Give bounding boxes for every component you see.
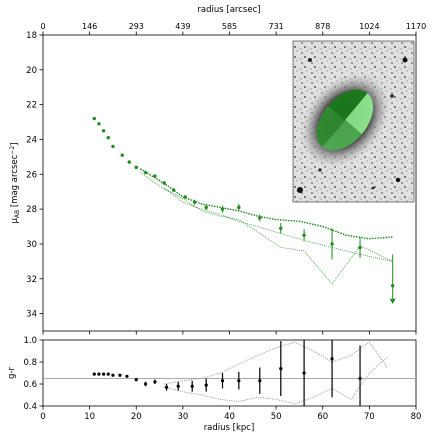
color-point <box>176 384 180 388</box>
surface-brightness-panel: 18 20 22 24 26 28 30 32 34 0 146 293 439 585 731 878 102… <box>9 5 426 335</box>
series-bound-lower <box>163 355 389 405</box>
profile-point <box>143 170 148 175</box>
top-x-tick-label: 585 <box>222 22 237 31</box>
top-axis-label: radius [arcsec] <box>197 5 260 15</box>
x-tick-label: 80 <box>411 412 422 422</box>
color-point <box>330 357 334 361</box>
y-tick-label: 24 <box>26 135 37 145</box>
x-tick-label: 60 <box>317 412 328 422</box>
profile-point <box>192 200 197 204</box>
surface-brightness-plot-area <box>92 116 396 305</box>
color-point <box>97 372 101 376</box>
profile-point <box>111 144 115 149</box>
profile-point <box>390 284 395 288</box>
x-tick-label: 50 <box>271 412 282 422</box>
top-x-tick-label: 878 <box>315 22 330 31</box>
color-point <box>302 371 306 375</box>
series-bound-outer <box>140 168 394 240</box>
y-tick-label: 26 <box>26 170 37 180</box>
color-point <box>258 379 262 383</box>
color-point <box>125 374 129 378</box>
y-tick-label: 0.4 <box>23 402 37 412</box>
color-point <box>134 378 138 382</box>
top-x-tick-label: 293 <box>129 22 144 31</box>
profile-point <box>97 122 101 126</box>
y-tick-label: 28 <box>26 205 37 215</box>
y-tick-label: 30 <box>26 240 37 250</box>
y-tick-label: 0.6 <box>23 380 37 390</box>
profile-point <box>183 195 187 199</box>
profile-point <box>162 181 166 185</box>
upper-limit-arrow <box>389 298 396 305</box>
y-tick-label: 18 <box>26 31 37 41</box>
surface-brightness-axes: 18 20 22 24 26 28 30 32 34 0 146 293 439 585 731 878 102… <box>26 22 426 335</box>
color-profile-panel: 0.4 0.6 0.8 1.0 0 10 20 30 40 50 60 70 80 radius [kp… <box>7 336 421 433</box>
y-tick-label: 0.8 <box>23 358 37 368</box>
galaxy-inset-image <box>292 40 415 203</box>
top-x-tick-label: 0 <box>40 22 45 31</box>
profile-point <box>279 226 283 230</box>
x-tick-label: 70 <box>364 412 375 422</box>
profile-point <box>302 233 306 237</box>
profile-point <box>120 153 124 157</box>
profile-point <box>153 174 157 178</box>
y-tick-label: 1.0 <box>23 336 37 346</box>
color-point <box>279 367 283 371</box>
color-point <box>237 379 241 383</box>
series-bound-upper <box>163 341 389 385</box>
x-tick-label: 10 <box>84 412 95 422</box>
x-tick-label: 30 <box>177 412 188 422</box>
top-x-tick-label: 146 <box>82 22 97 31</box>
x-tick-label: 0 <box>40 412 45 422</box>
profile-point <box>171 188 176 192</box>
x-tick-label: 40 <box>224 412 235 422</box>
y-tick-label: 22 <box>26 101 37 111</box>
y-tick-label: 34 <box>26 310 37 320</box>
top-x-tick-label: 731 <box>268 22 283 31</box>
profile-point <box>358 245 362 250</box>
sector-ellipse-overlay <box>316 89 374 151</box>
profile-point <box>204 205 208 210</box>
y-tick-label: 32 <box>26 275 37 285</box>
profile-point <box>134 165 138 170</box>
surface-brightness-y-label: μAB [mag arcsec−2] <box>9 143 21 224</box>
color-point <box>358 376 362 381</box>
profile-point <box>106 136 110 140</box>
top-x-tick-label: 1024 <box>359 22 379 31</box>
bottom-axis-label: radius [kpc] <box>204 423 255 433</box>
color-point <box>111 373 115 377</box>
profile-point <box>101 129 106 133</box>
color-point <box>102 372 106 376</box>
color-point <box>190 384 194 388</box>
color-profile-axes: 0.4 0.6 0.8 1.0 0 10 20 30 40 50 60 70 80 <box>23 336 421 422</box>
color-point <box>204 383 208 387</box>
profile-point <box>127 160 131 164</box>
color-point <box>153 380 157 384</box>
top-x-tick-label: 1170 <box>406 22 426 31</box>
color-point <box>220 379 225 383</box>
color-point <box>118 373 122 377</box>
profile-point <box>237 205 241 210</box>
profile-point <box>92 116 96 121</box>
x-tick-label: 20 <box>131 412 142 422</box>
profile-point <box>220 207 225 211</box>
profile-point <box>258 216 262 220</box>
series-bound-inner <box>140 172 394 262</box>
color-point <box>92 372 96 376</box>
color-point <box>164 385 169 389</box>
color-profile-plot-area <box>43 340 416 406</box>
y-tick-label: 20 <box>26 66 37 76</box>
color-point <box>106 372 110 376</box>
color-profile-y-label: g-r <box>7 367 17 379</box>
color-point <box>143 382 148 386</box>
top-x-tick-label: 439 <box>175 22 190 31</box>
profile-point <box>330 242 334 246</box>
